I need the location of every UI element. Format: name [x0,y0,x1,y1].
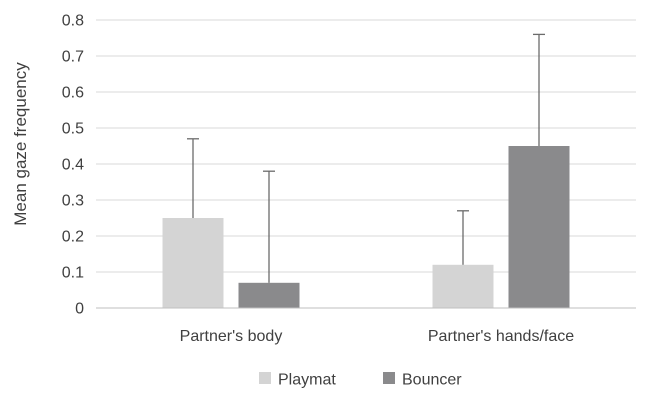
y-tick-label: 0.7 [62,49,84,66]
bars [162,146,570,308]
legend-swatch [383,372,395,384]
bar [508,146,570,308]
y-tick-label: 0.4 [62,157,84,174]
x-category-label: Partner's body [180,328,283,345]
y-tick-label: 0.8 [62,13,84,30]
y-tick-label: 0.1 [62,265,84,282]
bar [432,264,494,308]
y-tick-label: 0 [75,301,84,318]
legend: Playmat Bouncer [259,372,462,389]
legend-swatch [259,372,271,384]
y-axis-title: Mean gaze frequency [11,62,30,226]
y-tick-label: 0.2 [62,229,84,246]
bar [238,282,300,308]
y-tick-label: 0.5 [62,121,84,138]
y-tick-label: 0.6 [62,85,84,102]
error-bars [187,33,545,283]
bar [162,218,224,308]
axes: 0 0.1 0.2 0.3 0.4 0.5 0.6 0.7 0.8 Partner's body P… [62,13,636,345]
legend-label: Playmat [278,372,336,389]
y-tick-label: 0.3 [62,193,84,210]
x-category-label: Partner's hands/face [428,328,574,345]
legend-label: Bouncer [402,372,462,389]
